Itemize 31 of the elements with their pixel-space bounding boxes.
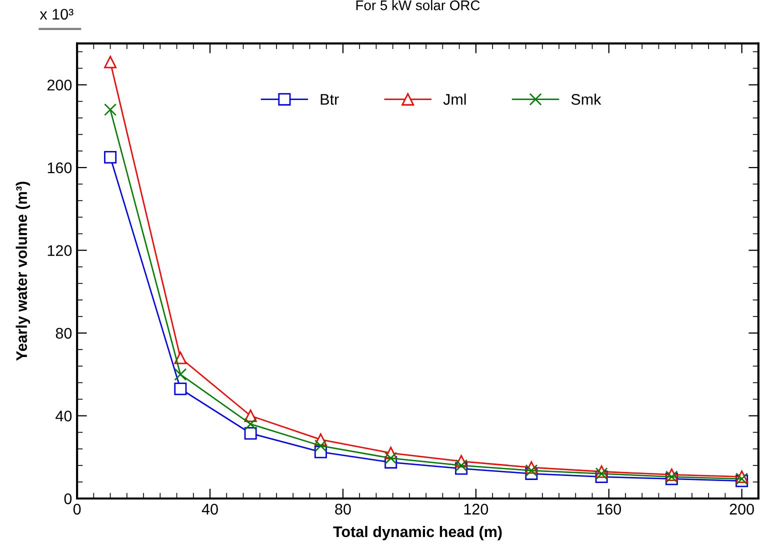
x-axis-title: Total dynamic head (m) bbox=[333, 526, 502, 540]
point bbox=[384, 452, 398, 464]
x-tick-label: 40 bbox=[202, 504, 218, 515]
legend-label: Btr bbox=[320, 94, 339, 105]
point bbox=[174, 352, 187, 364]
x-tick-label: 0 bbox=[73, 504, 81, 515]
point bbox=[104, 150, 117, 164]
point bbox=[104, 103, 117, 116]
point bbox=[525, 464, 538, 477]
text: x 10³ bbox=[40, 8, 74, 20]
point bbox=[104, 56, 117, 68]
x-tick-label: 120 bbox=[464, 504, 488, 515]
x-tick-label: 200 bbox=[730, 504, 754, 515]
x-tick-label: 160 bbox=[597, 504, 622, 515]
y-tick-label: 200 bbox=[47, 80, 72, 90]
y-tick-label: 80 bbox=[56, 328, 72, 339]
point bbox=[174, 368, 187, 381]
legend-label: Smk bbox=[571, 94, 602, 105]
point bbox=[455, 459, 468, 472]
point bbox=[314, 440, 327, 452]
point bbox=[244, 427, 257, 440]
point bbox=[174, 382, 187, 396]
y-tick-label: 160 bbox=[48, 162, 72, 174]
point bbox=[244, 418, 257, 430]
x-tick-label: 80 bbox=[335, 504, 351, 515]
y-tick-label: 40 bbox=[56, 410, 72, 422]
chart-title: For 5 kW solar ORC bbox=[356, 0, 480, 10]
y-axis-title: Yearly water volume (m³) bbox=[16, 182, 30, 361]
y-tick-label: 120 bbox=[48, 245, 72, 256]
y-tick-label: 0 bbox=[64, 493, 72, 504]
legend-label: Jml bbox=[443, 94, 466, 105]
